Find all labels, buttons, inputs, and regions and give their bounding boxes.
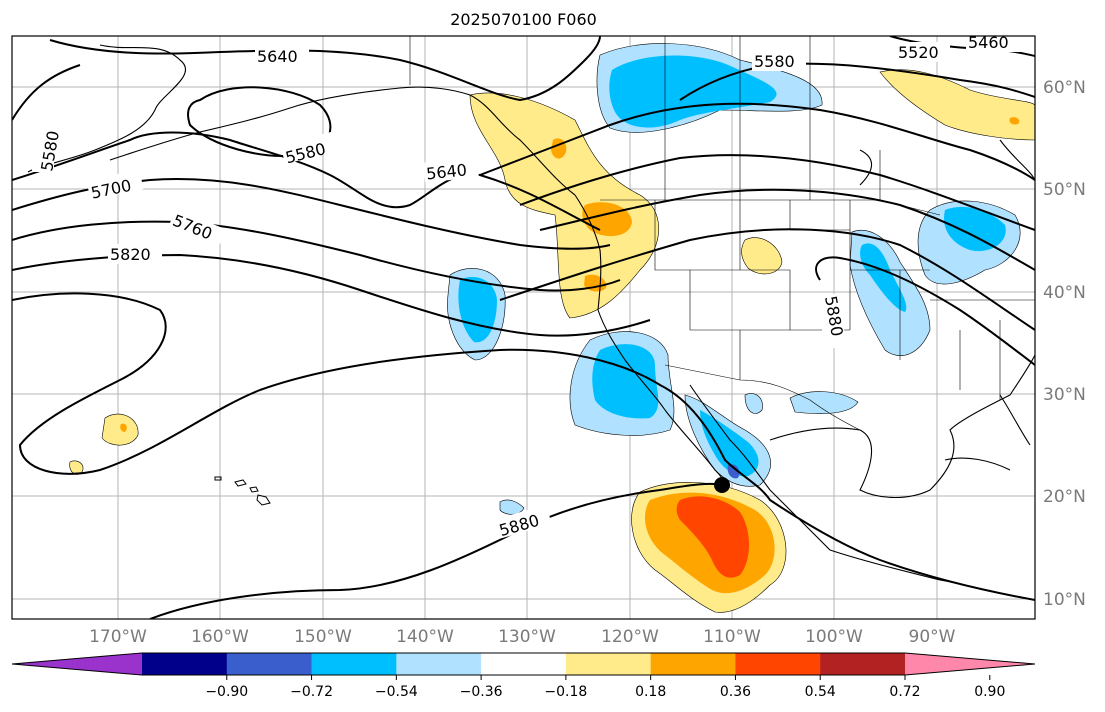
colorbar-tick-label: −0.36 [460, 684, 503, 700]
map-title: 2025070100 F060 [450, 10, 597, 29]
contour-label-group: 5640 5580 5580 5700 5760 5820 5640 5580 … [32, 33, 1020, 540]
cyan-field-baja [700, 410, 759, 477]
blue-field-texas-2 [744, 393, 763, 414]
lat-label: 10°N [1043, 590, 1086, 610]
coast-gulf-california [689, 384, 771, 491]
coast-florida [999, 394, 1031, 446]
colorbar-tick-label: 0.90 [974, 684, 1005, 700]
coast-hudson [859, 139, 1035, 186]
colorbar-tick-label: −0.54 [375, 684, 418, 700]
lat-label: 30°N [1043, 385, 1086, 405]
latitude-labels: 60°N 50°N 40°N 30°N 20°N 10°N [1043, 78, 1086, 610]
contour-5640-arc [49, 36, 601, 102]
lat-label: 50°N [1043, 180, 1086, 200]
orange-field-hawaii-1 [120, 423, 127, 432]
contour-label: 5580 [754, 52, 795, 71]
cyan-field-lakes [944, 206, 1006, 252]
contour-5580-north [679, 62, 1035, 101]
coast-alaska-west [27, 44, 187, 173]
colorbar-extend-low [12, 653, 142, 675]
contour-5580-west [12, 64, 81, 121]
red-field-tropics [676, 496, 749, 578]
lon-label: 170°W [89, 627, 147, 647]
colorbar-segment [142, 653, 228, 675]
contour-label: 5640 [425, 160, 467, 183]
lat-label: 60°N [1043, 78, 1086, 98]
cyan-field-pacific [458, 276, 497, 343]
blue-field-texas [789, 391, 859, 414]
colorbar-segment [481, 653, 567, 675]
yellow-field-hawaii-2 [69, 460, 84, 475]
lon-label: 120°W [601, 627, 659, 647]
lon-label: 160°W [191, 627, 249, 647]
contour-5760 [12, 220, 621, 292]
location-marker [714, 477, 730, 493]
contour-label: 5520 [898, 43, 939, 62]
lon-label: 100°W [805, 627, 863, 647]
contour-5880-arc [12, 292, 1035, 601]
contour-5820-north [499, 228, 1035, 331]
colorbar-tick-label: −0.90 [205, 684, 248, 700]
colorbar-tick-label: 0.72 [889, 684, 920, 700]
blue-field-small-pacific [499, 499, 525, 515]
coast-cuba [944, 457, 1011, 471]
colorbar-tick-label: 0.54 [805, 684, 836, 700]
colorbar-tick-label: −0.18 [544, 684, 587, 700]
contour-label: 5640 [257, 47, 298, 66]
purple-field-baja [727, 464, 740, 479]
lon-label: 130°W [498, 627, 556, 647]
longitude-labels: 170°W 160°W 150°W 140°W 130°W 120°W 110°… [89, 627, 956, 647]
lat-label: 20°N [1043, 487, 1086, 507]
contour-5700-north [519, 154, 1035, 231]
colorbar-segment [311, 653, 397, 675]
colorbar-segment [735, 653, 821, 675]
contour-5640-gulf [12, 131, 601, 231]
lon-label: 110°W [703, 627, 761, 647]
yellow-field-hawaii-1 [101, 413, 139, 446]
colorbar-segment [650, 653, 736, 675]
yellow-field-idaho [741, 237, 783, 275]
contour-5880-south [149, 482, 723, 619]
border-us-mexico [664, 364, 861, 431]
border-canada-provinces [664, 36, 881, 200]
orange-field-hudson [1009, 117, 1020, 125]
colorbar-extend-high [905, 653, 1035, 675]
colorbar-outline [11, 652, 1036, 676]
colorbar-tick-label: 0.36 [720, 684, 751, 700]
coast-bc-wa [574, 194, 602, 311]
coast-alaska-gulf [399, 86, 576, 196]
lon-label: 140°W [396, 627, 454, 647]
lon-label: 90°W [909, 627, 956, 647]
colorbar: −0.90 −0.72 −0.54 −0.36 −0.18 0.18 0.36 0.54 0.7… [11, 652, 1036, 700]
lat-label: 40°N [1043, 283, 1086, 303]
colorbar-tick-label: −0.72 [290, 684, 333, 700]
coast-aleutians [109, 87, 401, 161]
contour-label: 5460 [968, 33, 1009, 52]
colorbar-segment [820, 653, 906, 675]
colorbar-segment [226, 653, 313, 675]
coast-oregon-california [597, 309, 666, 411]
contour-5640-north [479, 102, 1035, 181]
contour-5880-plains [815, 256, 1035, 366]
cyan-field-plains [860, 243, 907, 312]
cyan-field-california [592, 344, 659, 419]
coastlines [27, 44, 1035, 601]
contour-label: 5820 [110, 245, 151, 264]
colorbar-segment [396, 653, 482, 675]
contour-5760-north [539, 188, 1035, 271]
colorbar-segment [565, 653, 652, 675]
hawaii-islands [214, 476, 271, 506]
map-frame [11, 35, 1036, 620]
lon-label: 150°W [294, 627, 352, 647]
colorbar-tick-label: 0.18 [635, 684, 666, 700]
